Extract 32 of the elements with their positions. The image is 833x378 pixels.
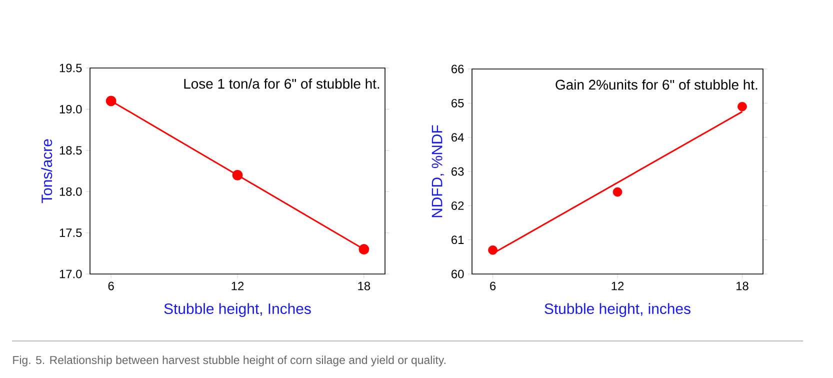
y-tick-label: 17.5: [60, 228, 82, 237]
point: [232, 170, 243, 180]
y-tick-label: 19.5: [60, 64, 82, 72]
x-axis-title: Stubble height, Inches: [164, 303, 311, 317]
y-tick-label: 66: [452, 64, 464, 74]
y-tick-label: 62: [452, 201, 464, 210]
x-tick-label: 6: [108, 282, 114, 290]
y-axis-title: NDFD, %NDF: [432, 125, 444, 218]
y-tick-label: 19.0: [60, 104, 82, 114]
y-tick-label: 63: [452, 167, 464, 176]
annotation: Lose 1 ton/a for 6" of stubble ht.: [184, 78, 380, 89]
y-tick-label: 64: [452, 133, 464, 142]
y-tick-label: 61: [452, 236, 464, 244]
x-tick-label: 18: [736, 282, 748, 290]
point: [488, 245, 498, 255]
x-tick-label: 12: [232, 282, 244, 290]
x-tick-label: 18: [358, 282, 370, 290]
y-tick-label: 18.0: [60, 187, 82, 196]
x-tick-label: 6: [490, 282, 496, 290]
y-tick-label: 18.5: [60, 146, 82, 155]
y-tick-label: 17.0: [60, 270, 82, 278]
y-tick-label: 60: [452, 270, 464, 278]
x-axis-title: Stubble height, inches: [544, 303, 690, 317]
y-axis-title: Tons/acre: [41, 139, 52, 204]
point: [106, 96, 116, 106]
y-tick-label: 65: [452, 98, 464, 108]
point: [612, 187, 622, 197]
point: [738, 102, 747, 112]
annotation: Gain 2%units for 6" of stubble ht.: [556, 79, 758, 90]
x-tick-label: 12: [612, 282, 624, 290]
caption: Fig. 5. Relationship between harvest stubble height of corn silage and yield or quality.: [13, 356, 446, 366]
point: [358, 244, 370, 255]
